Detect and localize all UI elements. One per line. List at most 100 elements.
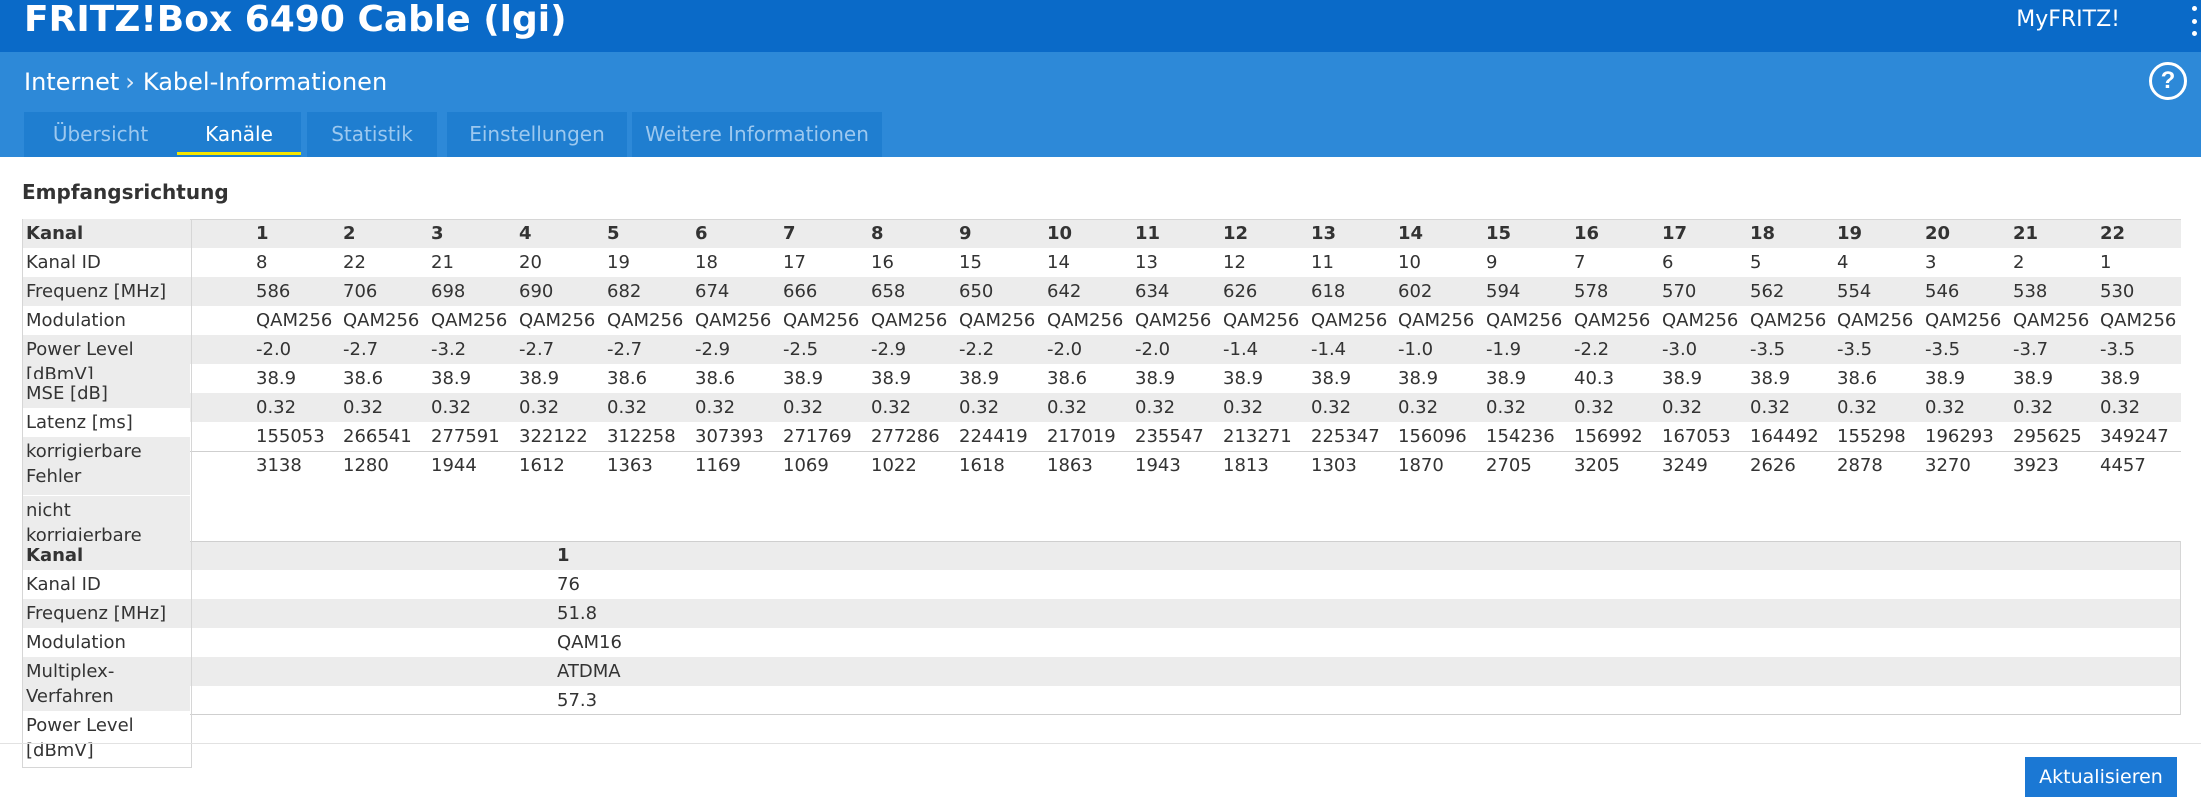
downstream-row-label: Latenz [ms] [26,412,133,433]
upstream-row-band [190,686,2181,715]
table-cell: 38.9 [1486,368,1527,389]
table-cell: 706 [343,281,378,302]
downstream-row-band [190,393,2181,422]
table-cell: QAM256 [607,310,684,331]
table-cell: 224419 [959,426,1028,447]
table-cell: 217019 [1047,426,1116,447]
upstream-row-band [190,541,2181,571]
table-cell: 307393 [695,426,764,447]
table-cell: 1863 [1047,455,1093,476]
table-cell: 38.6 [607,368,648,389]
table-cell: -2.5 [783,339,819,360]
upstream-row-label: Modulation [26,632,126,653]
table-cell: 2705 [1486,455,1532,476]
table-cell: 0.32 [256,397,297,418]
table-cell: 167053 [1662,426,1731,447]
table-cell: 4 [1837,252,1849,273]
tab-uebersicht[interactable]: Übersicht [24,112,177,157]
myfritz-link[interactable]: MyFRITZ! [2016,7,2120,32]
table-cell: 0.32 [1574,397,1615,418]
tab-einstellungen[interactable]: Einstellungen [447,112,627,157]
downstream-label-band [23,306,190,335]
upstream-label-band [23,570,190,599]
table-cell: -2.0 [1135,339,1171,360]
table-cell: 312258 [607,426,676,447]
more-menu-icon[interactable] [2187,6,2201,36]
refresh-button[interactable]: Aktualisieren [2025,757,2177,797]
table-cell: 12 [1223,252,1246,273]
table-cell: -1.0 [1398,339,1434,360]
table-cell: QAM256 [1135,310,1212,331]
breadcrumb-parent[interactable]: Internet [24,68,120,96]
table-cell: 10 [1398,252,1421,273]
tab-weitere-informationen[interactable]: Weitere Informationen [632,112,882,157]
table-cell: 3270 [1925,455,1971,476]
help-icon[interactable]: ? [2149,62,2187,100]
table-cell: 225347 [1311,426,1380,447]
table-cell: 0.32 [607,397,648,418]
table-cell: 682 [607,281,642,302]
table-cell: QAM256 [1837,310,1914,331]
table-cell: 0.32 [1398,397,1439,418]
section-title-downstream: Empfangsrichtung [22,180,229,204]
table-cell: QAM256 [1398,310,1475,331]
table-cell: QAM256 [959,310,1036,331]
table-cell: 16 [871,252,894,273]
table-cell: 658 [871,281,906,302]
table-cell: QAM256 [1311,310,1388,331]
table-cell: -3.5 [1837,339,1873,360]
downstream-row-label: korrigierbare Fehler [26,441,142,487]
upstream-label-band [23,599,190,628]
channel-number: 2 [343,223,356,244]
table-cell: 602 [1398,281,1433,302]
table-cell: 546 [1925,281,1960,302]
channel-number: 13 [1311,223,1337,244]
table-cell: 1280 [343,455,389,476]
table-cell: QAM256 [256,310,333,331]
table-cell: -1.4 [1311,339,1347,360]
upstream-bottom-border [190,714,2181,715]
downstream-label-band [23,248,190,277]
table-cell: 1069 [783,455,829,476]
downstream-row-band [190,364,2181,393]
table-cell: 2626 [1750,455,1796,476]
table-cell: 38.9 [2013,368,2054,389]
table-cell: -2.2 [1574,339,1610,360]
table-cell: 0.32 [519,397,560,418]
table-cell: 154236 [1486,426,1555,447]
channel-number: 9 [959,223,972,244]
channel-number: 14 [1398,223,1424,244]
table-cell: 155053 [256,426,325,447]
table-cell: -2.9 [695,339,731,360]
table-cell: 6 [1662,252,1674,273]
table-cell: 14 [1047,252,1070,273]
table-cell: 0.32 [2013,397,2054,418]
tab-kanaele[interactable]: Kanäle [177,112,301,157]
upstream-label-column [22,541,192,768]
table-cell: 11 [1311,252,1334,273]
table-cell: 1303 [1311,455,1357,476]
table-cell: 271769 [783,426,852,447]
channel-number: 15 [1486,223,1512,244]
table-cell: QAM256 [519,310,596,331]
downstream-row-label: MSE [dB] [26,383,108,404]
table-cell: 0.32 [1311,397,1352,418]
table-cell: 38.6 [343,368,384,389]
table-cell: 38.9 [1750,368,1791,389]
tab-statistik[interactable]: Statistik [307,112,437,157]
table-cell: 277591 [431,426,500,447]
table-cell: 1813 [1223,455,1269,476]
table-cell: -2.7 [607,339,643,360]
table-cell: QAM256 [431,310,508,331]
channel-number: 1 [256,223,269,244]
table-cell: 0.32 [1662,397,1703,418]
channel-number: 8 [871,223,884,244]
upstream-table: Kanal Kanal ID Frequenz [MHz] Modulation Mul… [22,541,2181,768]
table-cell: 1944 [431,455,477,476]
table-cell: 1363 [607,455,653,476]
downstream-row-band [190,306,2181,335]
upstream-right-border [2180,541,2181,715]
chevron-right-icon: › [125,68,135,96]
upstream-row-label: Power Level [dBmV] [26,715,134,761]
table-cell: 21 [431,252,454,273]
